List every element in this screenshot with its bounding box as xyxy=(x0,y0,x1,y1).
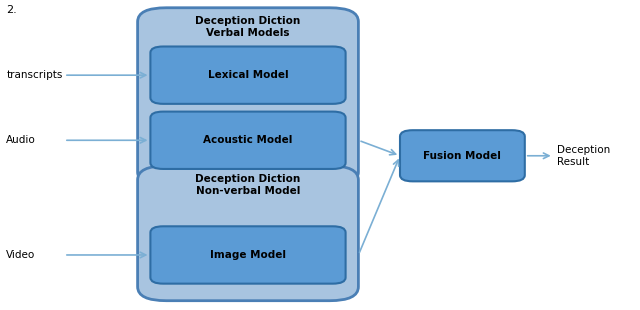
Text: Video: Video xyxy=(6,250,36,260)
Text: 2.: 2. xyxy=(6,5,17,15)
FancyBboxPatch shape xyxy=(150,226,346,284)
FancyBboxPatch shape xyxy=(400,130,525,181)
Text: Lexical Model: Lexical Model xyxy=(208,70,288,80)
FancyBboxPatch shape xyxy=(138,166,358,301)
Text: Deception
Result: Deception Result xyxy=(557,144,610,167)
Text: Image Model: Image Model xyxy=(210,250,286,260)
FancyBboxPatch shape xyxy=(150,46,346,104)
Text: Acoustic Model: Acoustic Model xyxy=(204,135,292,145)
Text: Deception Diction
Non-verbal Model: Deception Diction Non-verbal Model xyxy=(195,174,301,197)
Text: transcripts: transcripts xyxy=(6,70,63,80)
Text: Deception Diction
Verbal Models: Deception Diction Verbal Models xyxy=(195,16,301,38)
FancyBboxPatch shape xyxy=(138,8,358,186)
FancyBboxPatch shape xyxy=(150,112,346,169)
Text: Fusion Model: Fusion Model xyxy=(424,151,501,161)
Text: Audio: Audio xyxy=(6,135,36,145)
